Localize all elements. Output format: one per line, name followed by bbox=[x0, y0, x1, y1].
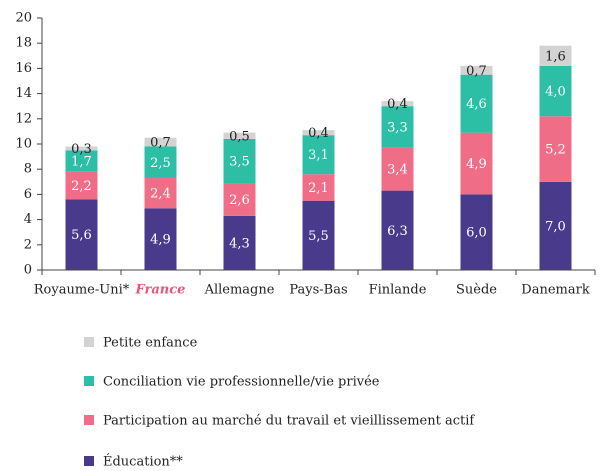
bar-segment bbox=[223, 183, 256, 216]
data-label: 2,4 bbox=[150, 187, 171, 202]
y-tick-label: 6 bbox=[24, 187, 32, 202]
legend-label: Conciliation vie professionnelle/vie pri… bbox=[103, 375, 380, 390]
data-label: 5,2 bbox=[545, 143, 566, 158]
bar-segment bbox=[223, 215, 256, 270]
x-tick-label: Allemagne bbox=[204, 283, 275, 298]
bar-segment bbox=[460, 194, 493, 270]
y-tick-label: 20 bbox=[15, 11, 32, 26]
data-label: 6,3 bbox=[387, 224, 408, 239]
data-label: 7,0 bbox=[545, 219, 566, 234]
data-label: 3,5 bbox=[229, 155, 250, 170]
bar-segment bbox=[302, 130, 335, 136]
y-tick-label: 0 bbox=[24, 263, 32, 278]
data-label: 4,3 bbox=[229, 236, 250, 251]
bar-segment bbox=[381, 190, 414, 270]
bar-segment bbox=[460, 74, 493, 133]
bar-segment bbox=[223, 138, 256, 184]
x-tick-label: Royaume-Uni* bbox=[34, 283, 130, 298]
bar-segment bbox=[302, 200, 335, 270]
data-label: 2,2 bbox=[71, 179, 92, 194]
data-label: 4,9 bbox=[150, 233, 171, 248]
bar-segment bbox=[381, 147, 414, 191]
legend-label: Petite enfance bbox=[103, 336, 198, 351]
bar-segment bbox=[144, 137, 177, 147]
data-label: 3,4 bbox=[387, 163, 408, 178]
bar-segment bbox=[539, 65, 572, 117]
legend-swatch bbox=[84, 456, 94, 466]
data-label: 4,6 bbox=[466, 97, 487, 112]
data-label: 0,3 bbox=[71, 142, 92, 157]
data-label: 0,5 bbox=[229, 129, 250, 144]
data-label: 6,0 bbox=[466, 226, 487, 241]
data-label: 0,7 bbox=[150, 136, 171, 151]
bar-segment bbox=[65, 146, 98, 151]
bar-segment bbox=[144, 146, 177, 179]
legend-swatch bbox=[84, 337, 94, 347]
bar-segment bbox=[539, 181, 572, 270]
data-label: 5,5 bbox=[308, 229, 329, 244]
data-label: 4,9 bbox=[466, 157, 487, 172]
data-label: 1,7 bbox=[71, 155, 92, 170]
y-tick-label: 16 bbox=[15, 61, 32, 76]
y-tick-label: 14 bbox=[15, 86, 32, 101]
legend-swatch bbox=[84, 376, 94, 386]
bar-segment bbox=[302, 174, 335, 201]
y-tick-label: 4 bbox=[24, 212, 32, 227]
x-tick-label: Pays-Bas bbox=[289, 283, 347, 298]
x-tick-label: Finlande bbox=[369, 283, 427, 298]
bar-segment bbox=[381, 101, 414, 107]
bar-segment bbox=[539, 116, 572, 182]
data-label: 1,6 bbox=[545, 49, 566, 64]
data-label: 3,3 bbox=[387, 120, 408, 135]
data-label: 2,1 bbox=[308, 181, 329, 196]
data-label: 4,0 bbox=[545, 85, 566, 100]
bar-segment bbox=[65, 199, 98, 270]
bar-segment bbox=[223, 132, 256, 139]
data-label: 0,4 bbox=[308, 126, 329, 141]
legend-label: Éducation** bbox=[103, 454, 183, 470]
bar-segment bbox=[460, 65, 493, 75]
legend-swatch bbox=[84, 415, 94, 425]
y-tick-label: 18 bbox=[15, 36, 32, 51]
x-tick-label: France bbox=[135, 283, 186, 298]
bar-segment bbox=[381, 106, 414, 148]
data-label: 0,4 bbox=[387, 97, 408, 112]
data-label: 5,6 bbox=[71, 228, 92, 243]
bar-segment bbox=[144, 208, 177, 270]
bar-segment bbox=[539, 45, 572, 66]
bar-segment bbox=[460, 132, 493, 195]
x-tick-label: Suède bbox=[456, 283, 497, 298]
bar-segment bbox=[144, 178, 177, 209]
x-tick-label: Danemark bbox=[521, 283, 590, 298]
y-tick-label: 12 bbox=[15, 111, 32, 126]
data-label: 2,5 bbox=[150, 156, 171, 171]
data-label: 3,1 bbox=[308, 148, 329, 163]
y-tick-label: 10 bbox=[15, 137, 32, 152]
legend-label: Participation au marché du travail et vi… bbox=[103, 414, 475, 429]
bar-segment bbox=[65, 150, 98, 172]
y-tick-label: 8 bbox=[24, 162, 32, 177]
data-label: 0,7 bbox=[466, 64, 487, 79]
y-tick-label: 2 bbox=[24, 237, 32, 252]
data-label: 2,6 bbox=[229, 193, 250, 208]
bar-segment bbox=[65, 171, 98, 200]
bar-segment bbox=[302, 135, 335, 175]
